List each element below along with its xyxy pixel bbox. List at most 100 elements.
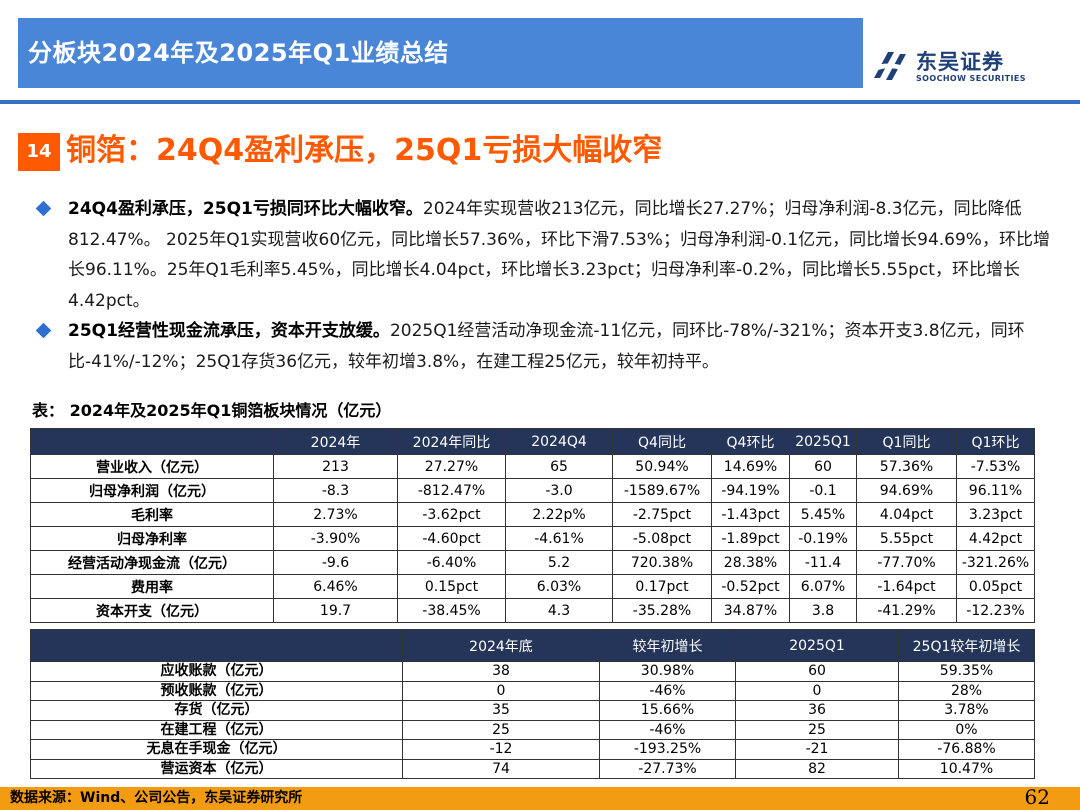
table-cell: -4.61% bbox=[505, 526, 613, 551]
table-cell: 59.35% bbox=[898, 661, 1035, 682]
table-cell: -7.53% bbox=[956, 454, 1035, 479]
table-row: 在建工程（亿元） 25 -46% 25 0% bbox=[30, 719, 1035, 740]
row-label: 经营活动净现金流（亿元） bbox=[30, 550, 274, 575]
table-cell: 4.04pct bbox=[856, 502, 957, 527]
table-header-row: 2024年 2024年同比 2024Q4 Q4同比 Q4环比 2025Q1 Q1同比 Q1环比 bbox=[30, 428, 1035, 455]
table-cell: -3.0 bbox=[505, 478, 613, 503]
logo-text-en: SOOCHOW SECURITIES bbox=[916, 74, 1026, 83]
table-cell: 2.22p% bbox=[505, 502, 613, 527]
table-cell: 28.38% bbox=[711, 550, 790, 575]
table-cell: 6.07% bbox=[789, 574, 857, 599]
row-label: 在建工程（亿元） bbox=[30, 719, 403, 740]
table-cell: 0% bbox=[898, 719, 1035, 740]
bullet-item: 25Q1经营性现金流承压，资本开支放缓。2025Q1经营活动净现金流-11亿元，… bbox=[32, 316, 1057, 377]
table-cell: 74 bbox=[402, 758, 600, 779]
page-number: 62 bbox=[1024, 785, 1050, 809]
table-cell: 94.69% bbox=[856, 478, 957, 503]
table-cell: -1.64pct bbox=[856, 574, 957, 599]
page-title: 分板块2024年及2025年Q1业绩总结 bbox=[28, 39, 449, 67]
table-cell: -46% bbox=[599, 719, 736, 740]
table-cell: 30.98% bbox=[599, 661, 736, 682]
table-cell: -12 bbox=[402, 739, 600, 760]
company-logo: 东吴证券 SOOCHOW SECURITIES bbox=[870, 44, 1040, 88]
table-cell: -321.26% bbox=[956, 550, 1035, 575]
table-cell: 60 bbox=[789, 454, 857, 479]
table-cell: 10.47% bbox=[898, 758, 1035, 779]
table-cell: -1.89pct bbox=[711, 526, 790, 551]
table-cell: 34.87% bbox=[711, 598, 790, 623]
bullet-list: 24Q4盈利承压，25Q1亏损同环比大幅收窄。2024年实现营收213亿元，同比… bbox=[32, 194, 1057, 377]
table-cell: -46% bbox=[599, 680, 736, 701]
footer-bar bbox=[0, 787, 1080, 810]
column-header: Q4环比 bbox=[711, 428, 790, 455]
table-cell: -3.90% bbox=[273, 526, 398, 551]
row-label: 无息在手现金（亿元） bbox=[30, 739, 403, 760]
bullet-heading: 24Q4盈利承压，25Q1亏损同环比大幅收窄。 bbox=[68, 199, 423, 219]
balance-table: 2024年底 较年初增长 2025Q1 25Q1较年初增长 应收账款（亿元） 38 30.… bbox=[30, 629, 1035, 779]
table-cell: 25 bbox=[735, 719, 899, 740]
performance-table: 2024年 2024年同比 2024Q4 Q4同比 Q4环比 2025Q1 Q1同比 Q1环比… bbox=[30, 428, 1035, 623]
table-cell: -0.1 bbox=[789, 478, 857, 503]
column-header: 2025Q1 bbox=[735, 629, 899, 662]
row-label: 营业收入（亿元） bbox=[30, 454, 274, 479]
table-cell: -11.4 bbox=[789, 550, 857, 575]
table-row: 应收账款（亿元） 38 30.98% 60 59.35% bbox=[30, 661, 1035, 682]
table-cell: -27.73% bbox=[599, 758, 736, 779]
table-cell: 4.3 bbox=[505, 598, 613, 623]
table-cell: 6.46% bbox=[273, 574, 398, 599]
table-cell: 0 bbox=[735, 680, 899, 701]
row-label: 存货（亿元） bbox=[30, 700, 403, 721]
table-cell: 0.17pct bbox=[612, 574, 712, 599]
table-caption: 表： 2024年及2025年Q1铜箔板块情况（亿元） bbox=[32, 401, 392, 420]
table-cell: 38 bbox=[402, 661, 600, 682]
table-cell: -8.3 bbox=[273, 478, 398, 503]
table-cell: -0.19% bbox=[789, 526, 857, 551]
table-cell: -76.88% bbox=[898, 739, 1035, 760]
table-row: 归母净利润（亿元） -8.3 -812.47% -3.0 -1589.67% -94.19… bbox=[30, 478, 1035, 503]
table-cell: 36 bbox=[735, 700, 899, 721]
table-cell: 27.27% bbox=[397, 454, 506, 479]
table-cell: 15.66% bbox=[599, 700, 736, 721]
section-title: 铜箔：24Q4盈利承压，25Q1亏损大幅收窄 bbox=[66, 133, 663, 168]
column-header: Q1同比 bbox=[856, 428, 957, 455]
table-cell: 6.03% bbox=[505, 574, 613, 599]
table-row: 营业收入（亿元） 213 27.27% 65 50.94% 14.69% 60 57.36% -… bbox=[30, 454, 1035, 479]
bullet-item: 24Q4盈利承压，25Q1亏损同环比大幅收窄。2024年实现营收213亿元，同比… bbox=[32, 194, 1057, 316]
table-cell: 19.7 bbox=[273, 598, 398, 623]
logo-text-cn: 东吴证券 bbox=[916, 50, 1004, 74]
table-row: 经营活动净现金流（亿元） -9.6 -6.40% 5.2 720.38% 28.38% -1… bbox=[30, 550, 1035, 575]
table-cell: 28% bbox=[898, 680, 1035, 701]
column-header: 2024年 bbox=[273, 428, 398, 455]
table-row: 营运资本（亿元） 74 -27.73% 82 10.47% bbox=[30, 758, 1035, 779]
table-header-row: 2024年底 较年初增长 2025Q1 25Q1较年初增长 bbox=[30, 629, 1035, 662]
table-cell: 5.45% bbox=[789, 502, 857, 527]
table-row: 归母净利率 -3.90% -4.60pct -4.61% -5.08pct -1.89pc… bbox=[30, 526, 1035, 551]
table-header-row: 2024年 2024年同比 2024Q4 Q4同比 Q4环比 2025Q1 Q1同比 Q1环比 bbox=[30, 428, 1035, 455]
table-row: 无息在手现金（亿元） -12 -193.25% -21 -76.88% bbox=[30, 739, 1035, 760]
row-label: 归母净利率 bbox=[30, 526, 274, 551]
table-row: 毛利率 2.73% -3.62pct 2.22p% -2.75pct -1.43pct 5.… bbox=[30, 502, 1035, 527]
diamond-bullet-icon bbox=[35, 322, 52, 339]
row-label: 预收账款（亿元） bbox=[30, 680, 403, 701]
diamond-bullet-icon bbox=[35, 200, 52, 217]
column-header: 2025Q1 bbox=[789, 428, 857, 455]
table-body: 营业收入（亿元） 213 27.27% 65 50.94% 14.69% 60 57.36% -… bbox=[30, 454, 1035, 623]
table-cell: -5.08pct bbox=[612, 526, 712, 551]
header-bar bbox=[18, 18, 863, 88]
table-cell: 96.11% bbox=[956, 478, 1035, 503]
table-cell: -4.60pct bbox=[397, 526, 506, 551]
row-label: 应收账款（亿元） bbox=[30, 661, 403, 682]
table-cell: 4.42pct bbox=[956, 526, 1035, 551]
section-number-badge: 14 bbox=[18, 133, 60, 171]
column-header bbox=[30, 428, 274, 455]
table-cell: 0.15pct bbox=[397, 574, 506, 599]
table-cell: -1.43pct bbox=[711, 502, 790, 527]
row-label: 费用率 bbox=[30, 574, 274, 599]
table-row: 存货（亿元） 35 15.66% 36 3.78% bbox=[30, 700, 1035, 721]
table-cell: -812.47% bbox=[397, 478, 506, 503]
table-cell: -193.25% bbox=[599, 739, 736, 760]
table-cell: 2.73% bbox=[273, 502, 398, 527]
column-header: 2024Q4 bbox=[505, 428, 613, 455]
table-cell: 213 bbox=[273, 454, 398, 479]
table-cell: -6.40% bbox=[397, 550, 506, 575]
